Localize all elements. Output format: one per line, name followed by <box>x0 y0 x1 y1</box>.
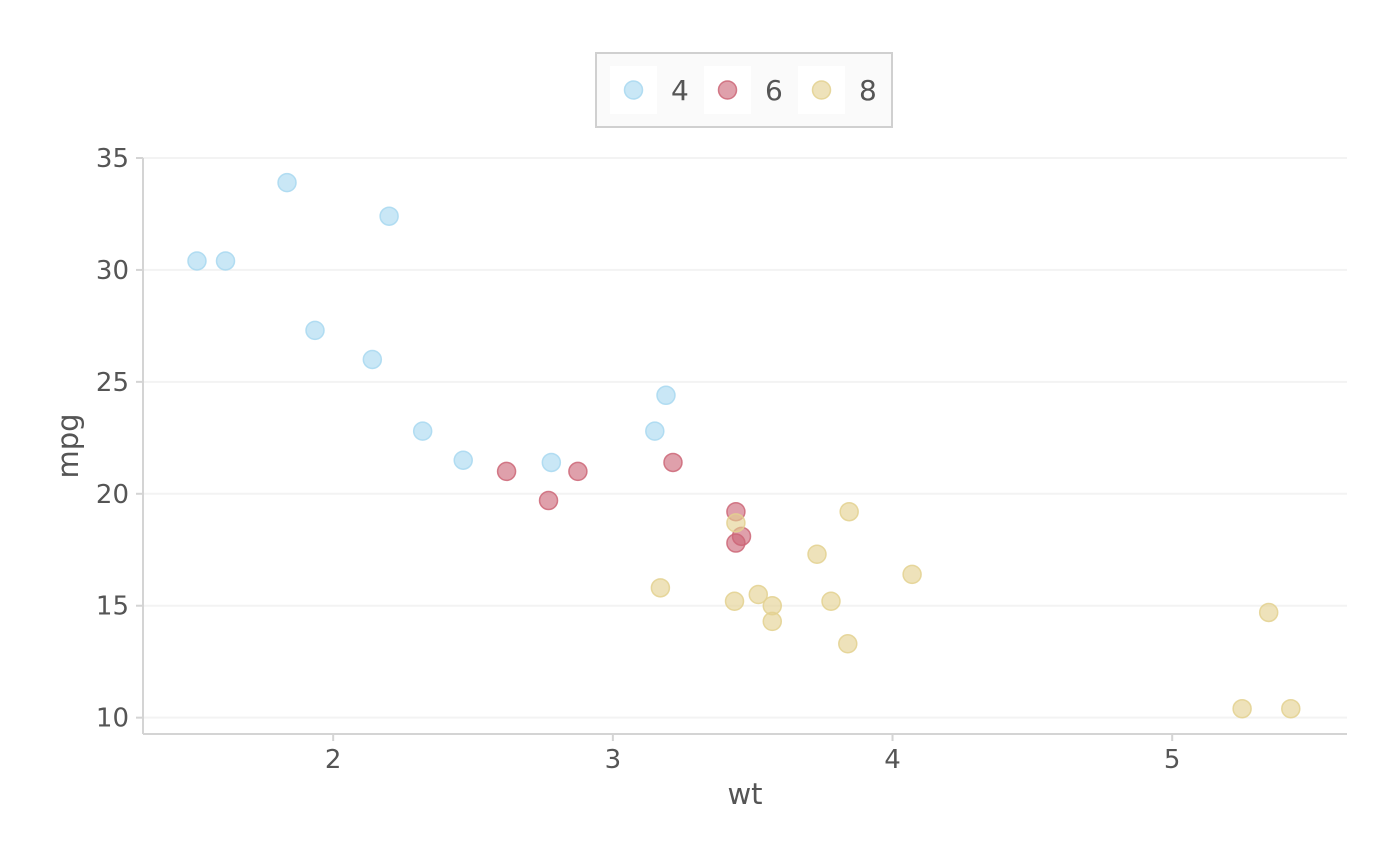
scatter-point-cyl-8 <box>821 591 841 611</box>
scatter-point-cyl-4 <box>305 320 325 341</box>
scatter-point-cyl-8 <box>902 564 922 585</box>
scatter-point-cyl-6 <box>496 461 517 482</box>
legend-label-4: 4 <box>671 74 689 107</box>
x-axis-title: wt <box>727 777 762 811</box>
y-tick-label: 20 <box>96 480 129 510</box>
scatter-point-cyl-8 <box>1281 698 1301 719</box>
y-tick-label: 30 <box>96 256 129 286</box>
scatter-point-cyl-8 <box>839 501 859 522</box>
scatter-point-cyl-8 <box>748 584 769 605</box>
scatter-point-cyl-4 <box>379 206 399 226</box>
scatter-point-cyl-4 <box>453 450 473 470</box>
scatter-point-cyl-6 <box>568 461 588 482</box>
x-tick-label: 3 <box>605 745 622 775</box>
legend: 4 6 8 <box>595 52 893 128</box>
legend-label-8: 8 <box>859 74 877 107</box>
x-tick-label: 2 <box>325 745 342 775</box>
x-tick-label: 5 <box>1164 745 1181 775</box>
scatter-point-cyl-4 <box>187 251 207 271</box>
scatter-point-cyl-4 <box>215 251 236 271</box>
y-tick-label: 35 <box>96 144 129 174</box>
y-tick-label: 10 <box>96 704 129 734</box>
scatter-point-cyl-4 <box>412 421 433 441</box>
scatter-point-cyl-8 <box>838 634 858 654</box>
scatter-point-cyl-8 <box>650 578 671 598</box>
scatter-point-cyl-8 <box>1232 698 1252 719</box>
scatter-point-cyl-8 <box>807 544 827 564</box>
x-tick-label: 4 <box>884 745 901 775</box>
scatter-point-cyl-8 <box>724 591 745 611</box>
scatter-point-cyl-4 <box>656 385 676 406</box>
scatter-point-cyl-6 <box>663 452 683 473</box>
legend-swatch-6 <box>717 80 738 100</box>
scatter-point-cyl-4 <box>541 452 562 473</box>
legend-swatch-4 <box>623 80 644 100</box>
scatter-point-cyl-4 <box>277 172 297 193</box>
grid-lines <box>143 157 1347 719</box>
axes: 10 15 20 25 30 35 2 3 4 5 <box>96 144 1347 775</box>
scatter-point-cyl-6 <box>726 533 746 553</box>
y-axis-title: mpg <box>51 413 85 478</box>
scatter-point-cyl-6 <box>538 490 559 511</box>
y-tick-label: 15 <box>96 592 129 622</box>
scatter-point-cyl-4 <box>362 349 383 370</box>
y-tick-label: 25 <box>96 368 129 398</box>
scatter-point-cyl-8 <box>1258 602 1279 623</box>
legend-label-6: 6 <box>765 74 783 107</box>
legend-swatch-8 <box>811 80 832 100</box>
data-points <box>187 172 1301 719</box>
scatter-point-cyl-8 <box>726 513 746 533</box>
scatter-point-cyl-4 <box>645 421 665 441</box>
scatter-point-cyl-8 <box>762 595 783 616</box>
